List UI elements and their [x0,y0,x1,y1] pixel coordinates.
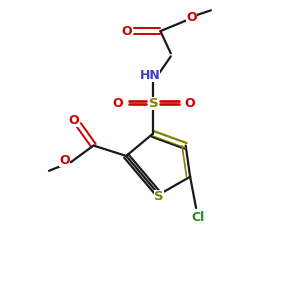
Text: Cl: Cl [191,211,204,224]
Text: O: O [112,98,123,110]
Text: S: S [154,190,164,202]
Text: HN: HN [140,69,160,82]
Text: O: O [59,154,70,167]
Text: O: O [68,114,79,127]
Text: S: S [149,98,158,110]
Text: O: O [186,11,197,24]
Text: O: O [184,98,195,110]
Text: O: O [122,25,132,38]
